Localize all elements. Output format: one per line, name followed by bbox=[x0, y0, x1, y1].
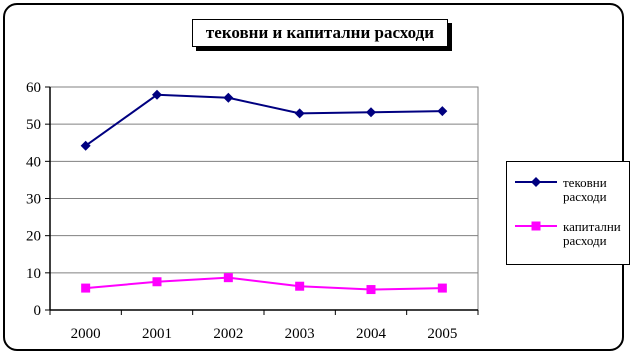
y-tick-label: 50 bbox=[26, 117, 41, 133]
data-point-diamond bbox=[437, 106, 448, 117]
data-point-diamond bbox=[223, 92, 234, 103]
y-tick-label: 40 bbox=[26, 154, 41, 170]
data-point-diamond bbox=[80, 140, 91, 151]
legend-item-capital: капитални расходи bbox=[513, 220, 621, 248]
data-point-square bbox=[152, 277, 162, 287]
y-tick-label: 20 bbox=[26, 229, 41, 245]
data-point-square bbox=[81, 283, 91, 293]
legend-marker-diamond bbox=[515, 177, 557, 187]
x-tick-label: 2003 bbox=[285, 326, 315, 342]
y-tick-label: 30 bbox=[26, 192, 41, 208]
x-tick-label: 2001 bbox=[142, 326, 172, 342]
data-point-square bbox=[223, 273, 233, 283]
series-line-0 bbox=[85, 93, 443, 147]
data-point-square bbox=[295, 281, 305, 291]
legend: тековни расходи капитални расходи bbox=[506, 161, 630, 265]
legend-marker-square bbox=[515, 221, 557, 231]
data-point-diamond bbox=[366, 107, 376, 118]
legend-item-current: тековни расходи bbox=[513, 176, 607, 204]
data-point-square bbox=[437, 283, 447, 293]
chart-title: тековни и капитални расходи bbox=[192, 19, 448, 47]
x-tick-label: 2005 bbox=[427, 326, 457, 342]
x-tick-label: 2000 bbox=[71, 326, 101, 342]
x-tick-label: 2004 bbox=[356, 326, 387, 342]
y-tick-label: 60 bbox=[26, 80, 41, 96]
x-tick-label: 2002 bbox=[213, 326, 243, 342]
legend-label-current: тековни расходи bbox=[563, 175, 607, 204]
data-point-diamond bbox=[152, 89, 162, 100]
data-point-diamond bbox=[294, 108, 305, 119]
data-point-square bbox=[366, 285, 376, 295]
y-tick-label: 10 bbox=[26, 266, 41, 282]
series-line-1 bbox=[85, 276, 443, 291]
legend-label-capital: капитални расходи bbox=[563, 219, 621, 248]
y-tick-label: 0 bbox=[34, 303, 42, 319]
